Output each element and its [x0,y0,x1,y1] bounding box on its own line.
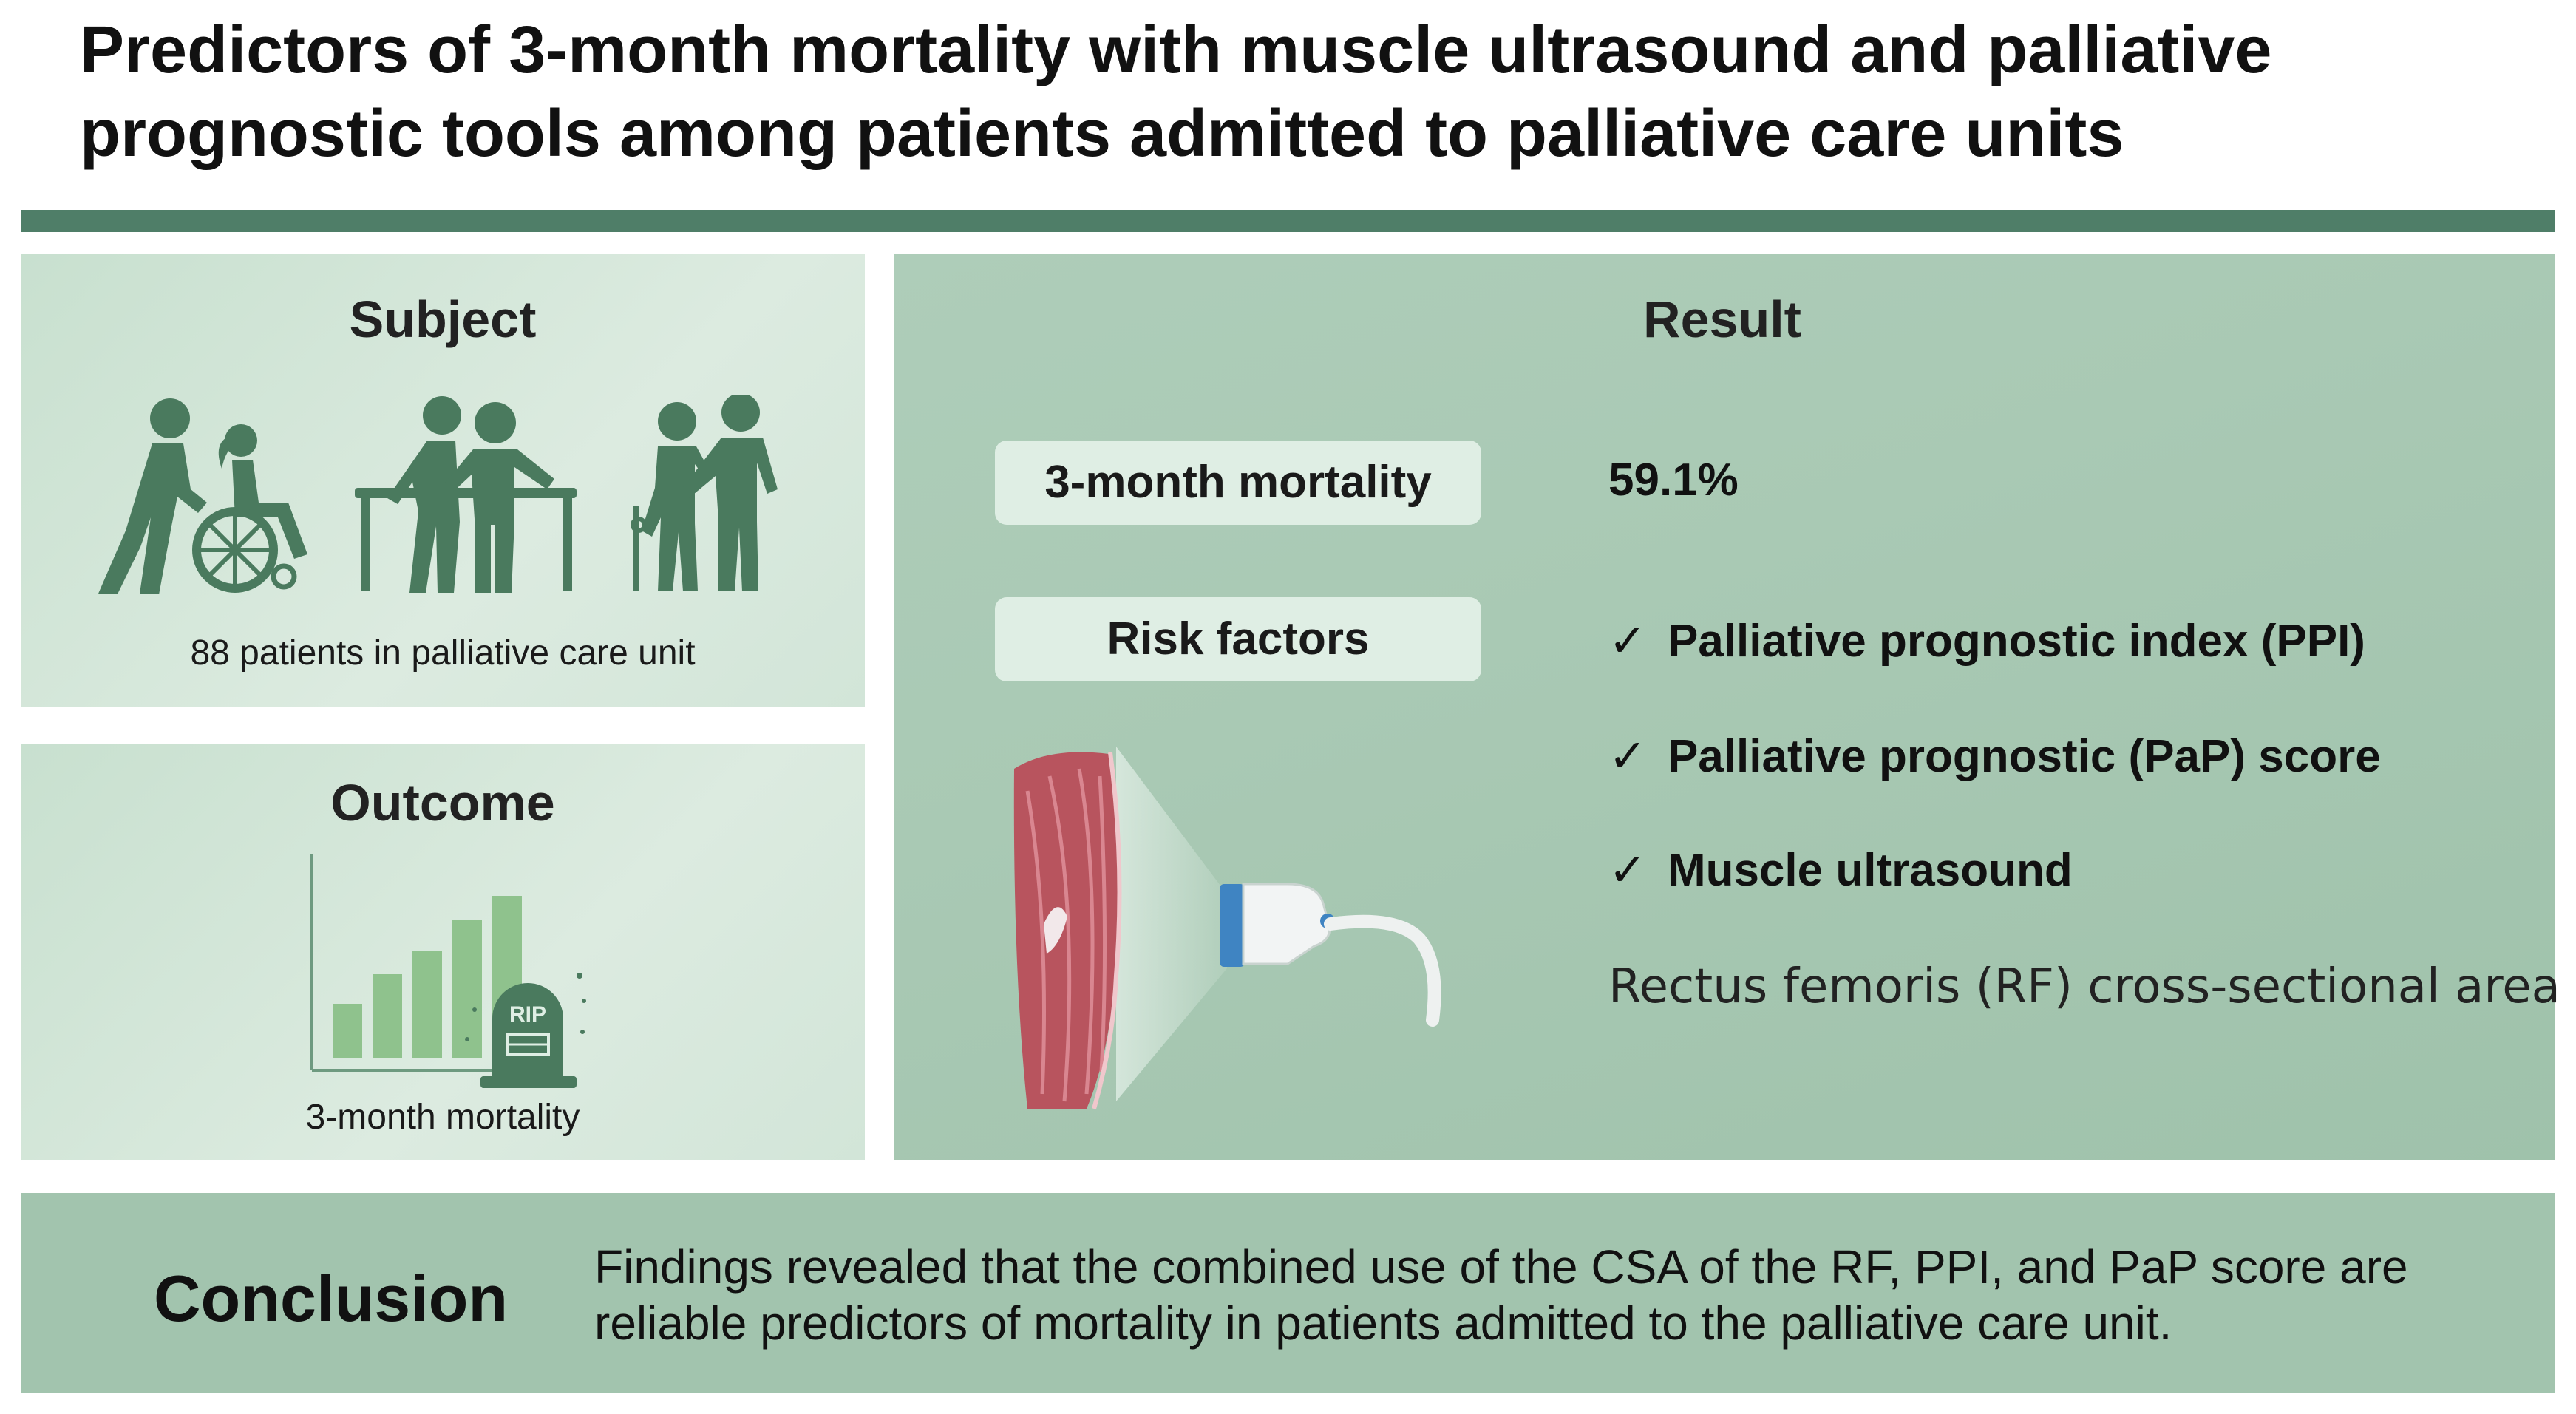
risk-factor-ppi: ✓ Palliative prognostic index (PPI) [1608,616,2365,667]
outcome-heading: Outcome [330,774,555,832]
conclusion-panel [21,1193,2555,1393]
risk-factor-ultrasound: ✓ Muscle ultrasound [1608,845,2073,896]
mortality-value: 59.1% [1608,455,1739,506]
subject-caption: 88 patients in palliative care unit [190,633,696,673]
wheelchair-caregiver-icon [98,398,307,594]
title-divider [21,210,2555,232]
elderly-assistance-icon [631,395,778,591]
conclusion-text: Findings revealed that the combined use … [594,1240,2408,1350]
page-title: Predictors of 3-month mortality with mus… [80,13,2272,171]
result-heading: Result [1643,290,1801,348]
risk-factors-label: Risk factors [995,597,1481,681]
mortality-label: 3-month mortality [995,441,1481,525]
tombstone-text: RIP [509,1002,546,1027]
check-icon: ✓ [1608,845,1647,896]
muscle-ultrasound-note: Rectus femoris (RF) cross-sectional area [1608,959,2560,1014]
subject-heading: Subject [349,290,537,348]
outcome-panel: Outcome RIP 3-month mortality [21,744,865,1160]
risk-factor-pap: ✓ Palliative prognostic (PaP) score [1608,731,2381,782]
conclusion-label: Conclusion [154,1262,509,1335]
subject-panel: Subject [21,254,865,707]
muscle-ultrasound-icon [1013,747,1441,1109]
rehabilitation-icon [355,396,577,593]
check-icon: ✓ [1608,616,1647,667]
check-icon: ✓ [1608,731,1647,782]
mortality-chart-icon: RIP [310,854,586,1088]
outcome-caption: 3-month mortality [305,1098,580,1137]
tombstone-icon: RIP [480,983,577,1088]
